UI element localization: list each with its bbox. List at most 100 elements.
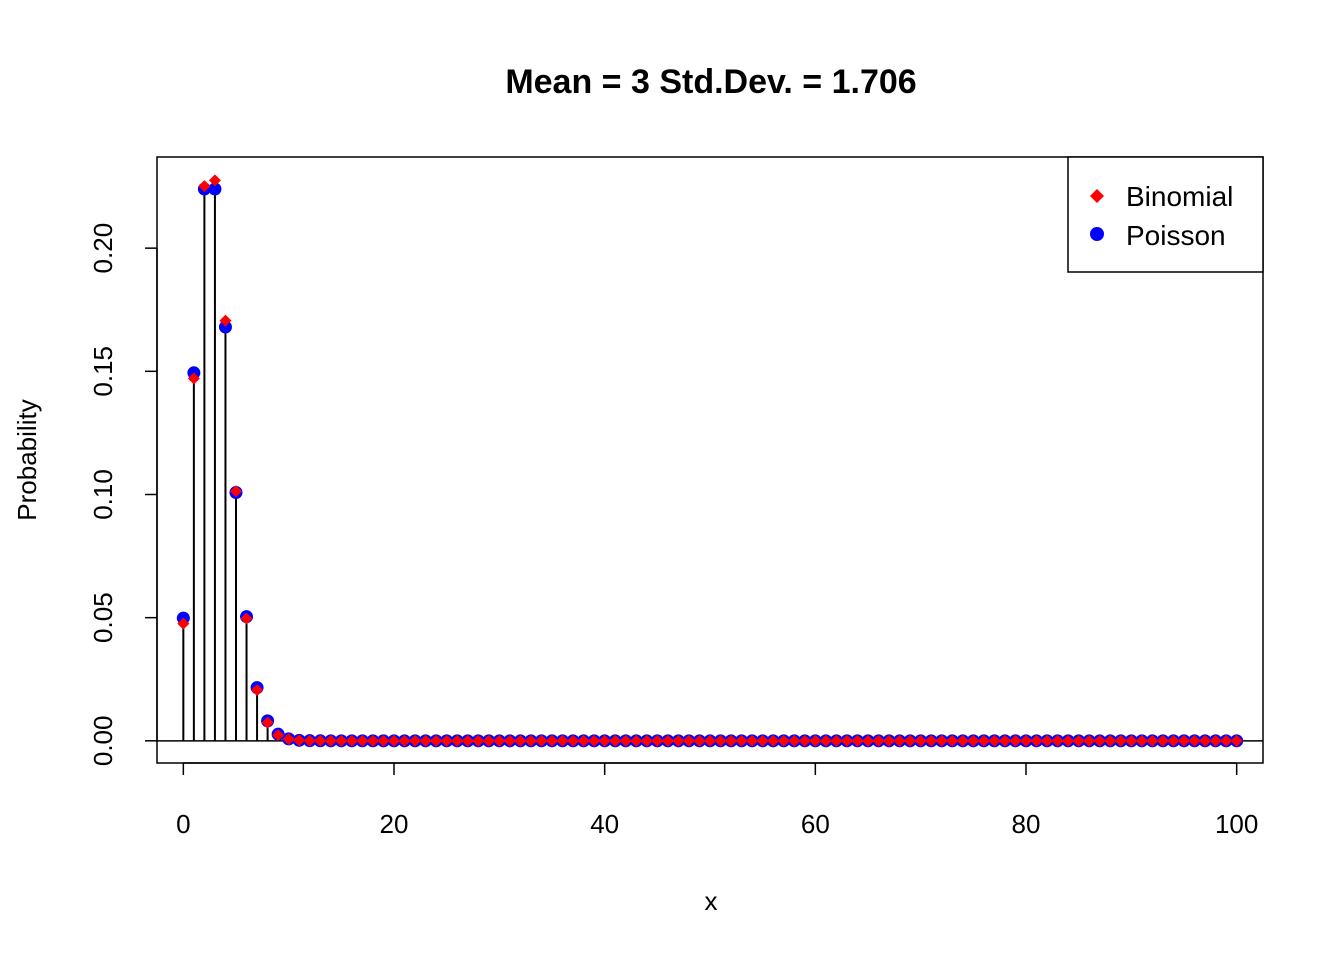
binomial-point	[187, 372, 200, 385]
binomial-point	[1146, 734, 1159, 747]
binomial-point	[946, 734, 959, 747]
binomial-point	[461, 734, 474, 747]
binomial-point	[704, 734, 716, 747]
binomial-point	[767, 734, 780, 747]
binomial-point	[177, 617, 190, 630]
binomial-point	[1041, 734, 1054, 747]
binomial-point	[219, 314, 232, 327]
legend-binomial-marker	[1090, 189, 1104, 203]
binomial-point	[1188, 734, 1201, 747]
binomial-point	[840, 734, 853, 747]
y-tick-label: 0.05	[88, 592, 118, 643]
binomial-point	[672, 734, 685, 747]
binomial-point	[1030, 734, 1043, 747]
binomial-point	[609, 734, 622, 747]
binomial-point	[640, 734, 653, 747]
x-tick-label: 0	[176, 809, 190, 839]
binomial-point	[567, 734, 580, 747]
binomial-point	[440, 734, 453, 747]
binomial-point	[345, 734, 358, 747]
legend-poisson-marker	[1090, 227, 1104, 241]
y-tick-label: 0.20	[88, 223, 118, 274]
binomial-point	[514, 734, 527, 747]
x-axis: 0 20 40 60 80 100	[176, 762, 1258, 839]
binomial-point	[1062, 734, 1075, 747]
binomial-point	[756, 734, 769, 747]
binomial-point	[1156, 734, 1169, 747]
binomial-point	[893, 734, 906, 747]
binomial-point	[682, 734, 695, 747]
binomial-point	[240, 612, 253, 625]
x-tick-label: 80	[1012, 809, 1041, 839]
binomial-point	[251, 684, 264, 697]
binomial-point	[1209, 734, 1222, 747]
binomial-point	[735, 734, 748, 747]
binomial-point	[303, 734, 316, 747]
x-tick-label: 40	[590, 809, 619, 839]
x-tick-label: 60	[801, 809, 830, 839]
binomial-point	[1135, 734, 1148, 747]
binomial-point	[377, 734, 390, 747]
binomial-point	[862, 734, 874, 747]
binomial-point	[851, 734, 864, 747]
binomial-point	[1167, 734, 1180, 747]
plot-area	[157, 174, 1263, 748]
binomial-point	[1199, 734, 1212, 747]
binomial-point	[819, 734, 832, 747]
binomial-point	[493, 734, 506, 747]
binomial-point	[1083, 734, 1096, 747]
binomial-point	[788, 734, 801, 747]
binomial-point	[830, 734, 843, 747]
binomial-point	[1093, 734, 1106, 747]
chart-title: Mean = 3 Std.Dev. = 1.706	[505, 63, 916, 101]
binomial-point	[1020, 734, 1032, 747]
poisson-point	[208, 182, 222, 196]
binomial-point	[535, 734, 548, 747]
binomial-point	[272, 729, 285, 742]
binomial-point	[1051, 734, 1064, 747]
binomial-point	[419, 734, 432, 747]
binomial-point	[914, 734, 927, 747]
y-tick-label: 0.10	[88, 469, 118, 520]
x-axis-label: x	[705, 886, 718, 916]
binomial-point	[577, 734, 590, 747]
binomial-point	[777, 734, 790, 747]
binomial-point	[324, 734, 337, 747]
binomial-point	[388, 734, 400, 747]
binomial-point	[956, 734, 969, 747]
binomial-point	[904, 734, 917, 747]
binomial-point	[230, 485, 242, 498]
binomial-point	[398, 734, 411, 747]
binomial-point	[925, 734, 938, 747]
binomial-point	[988, 734, 1001, 747]
binomial-point	[335, 734, 348, 747]
binomial-point	[1114, 734, 1127, 747]
binomial-point	[588, 734, 601, 747]
y-tick-label: 0.15	[88, 346, 118, 397]
binomial-point	[714, 734, 727, 747]
binomial-point	[503, 734, 516, 747]
binomial-point	[409, 734, 422, 747]
binomial-point	[430, 734, 443, 747]
binomial-point	[746, 734, 759, 747]
binomial-point	[1178, 734, 1190, 747]
binomial-point	[293, 734, 306, 747]
binomial-point	[482, 734, 495, 747]
binomial-point	[524, 734, 537, 747]
binomial-point	[883, 734, 896, 747]
binomial-point	[967, 734, 980, 747]
binomial-point	[366, 734, 379, 747]
binomial-point	[630, 734, 643, 747]
binomial-point	[282, 733, 295, 746]
binomial-point	[472, 734, 485, 747]
x-tick-label: 20	[380, 809, 409, 839]
binomial-point	[451, 734, 464, 747]
binomial-point	[998, 734, 1011, 747]
binomial-point	[651, 734, 664, 747]
poisson-point	[218, 320, 232, 334]
binomial-point	[619, 734, 632, 747]
binomial-point	[208, 174, 221, 187]
binomial-point	[556, 734, 569, 747]
